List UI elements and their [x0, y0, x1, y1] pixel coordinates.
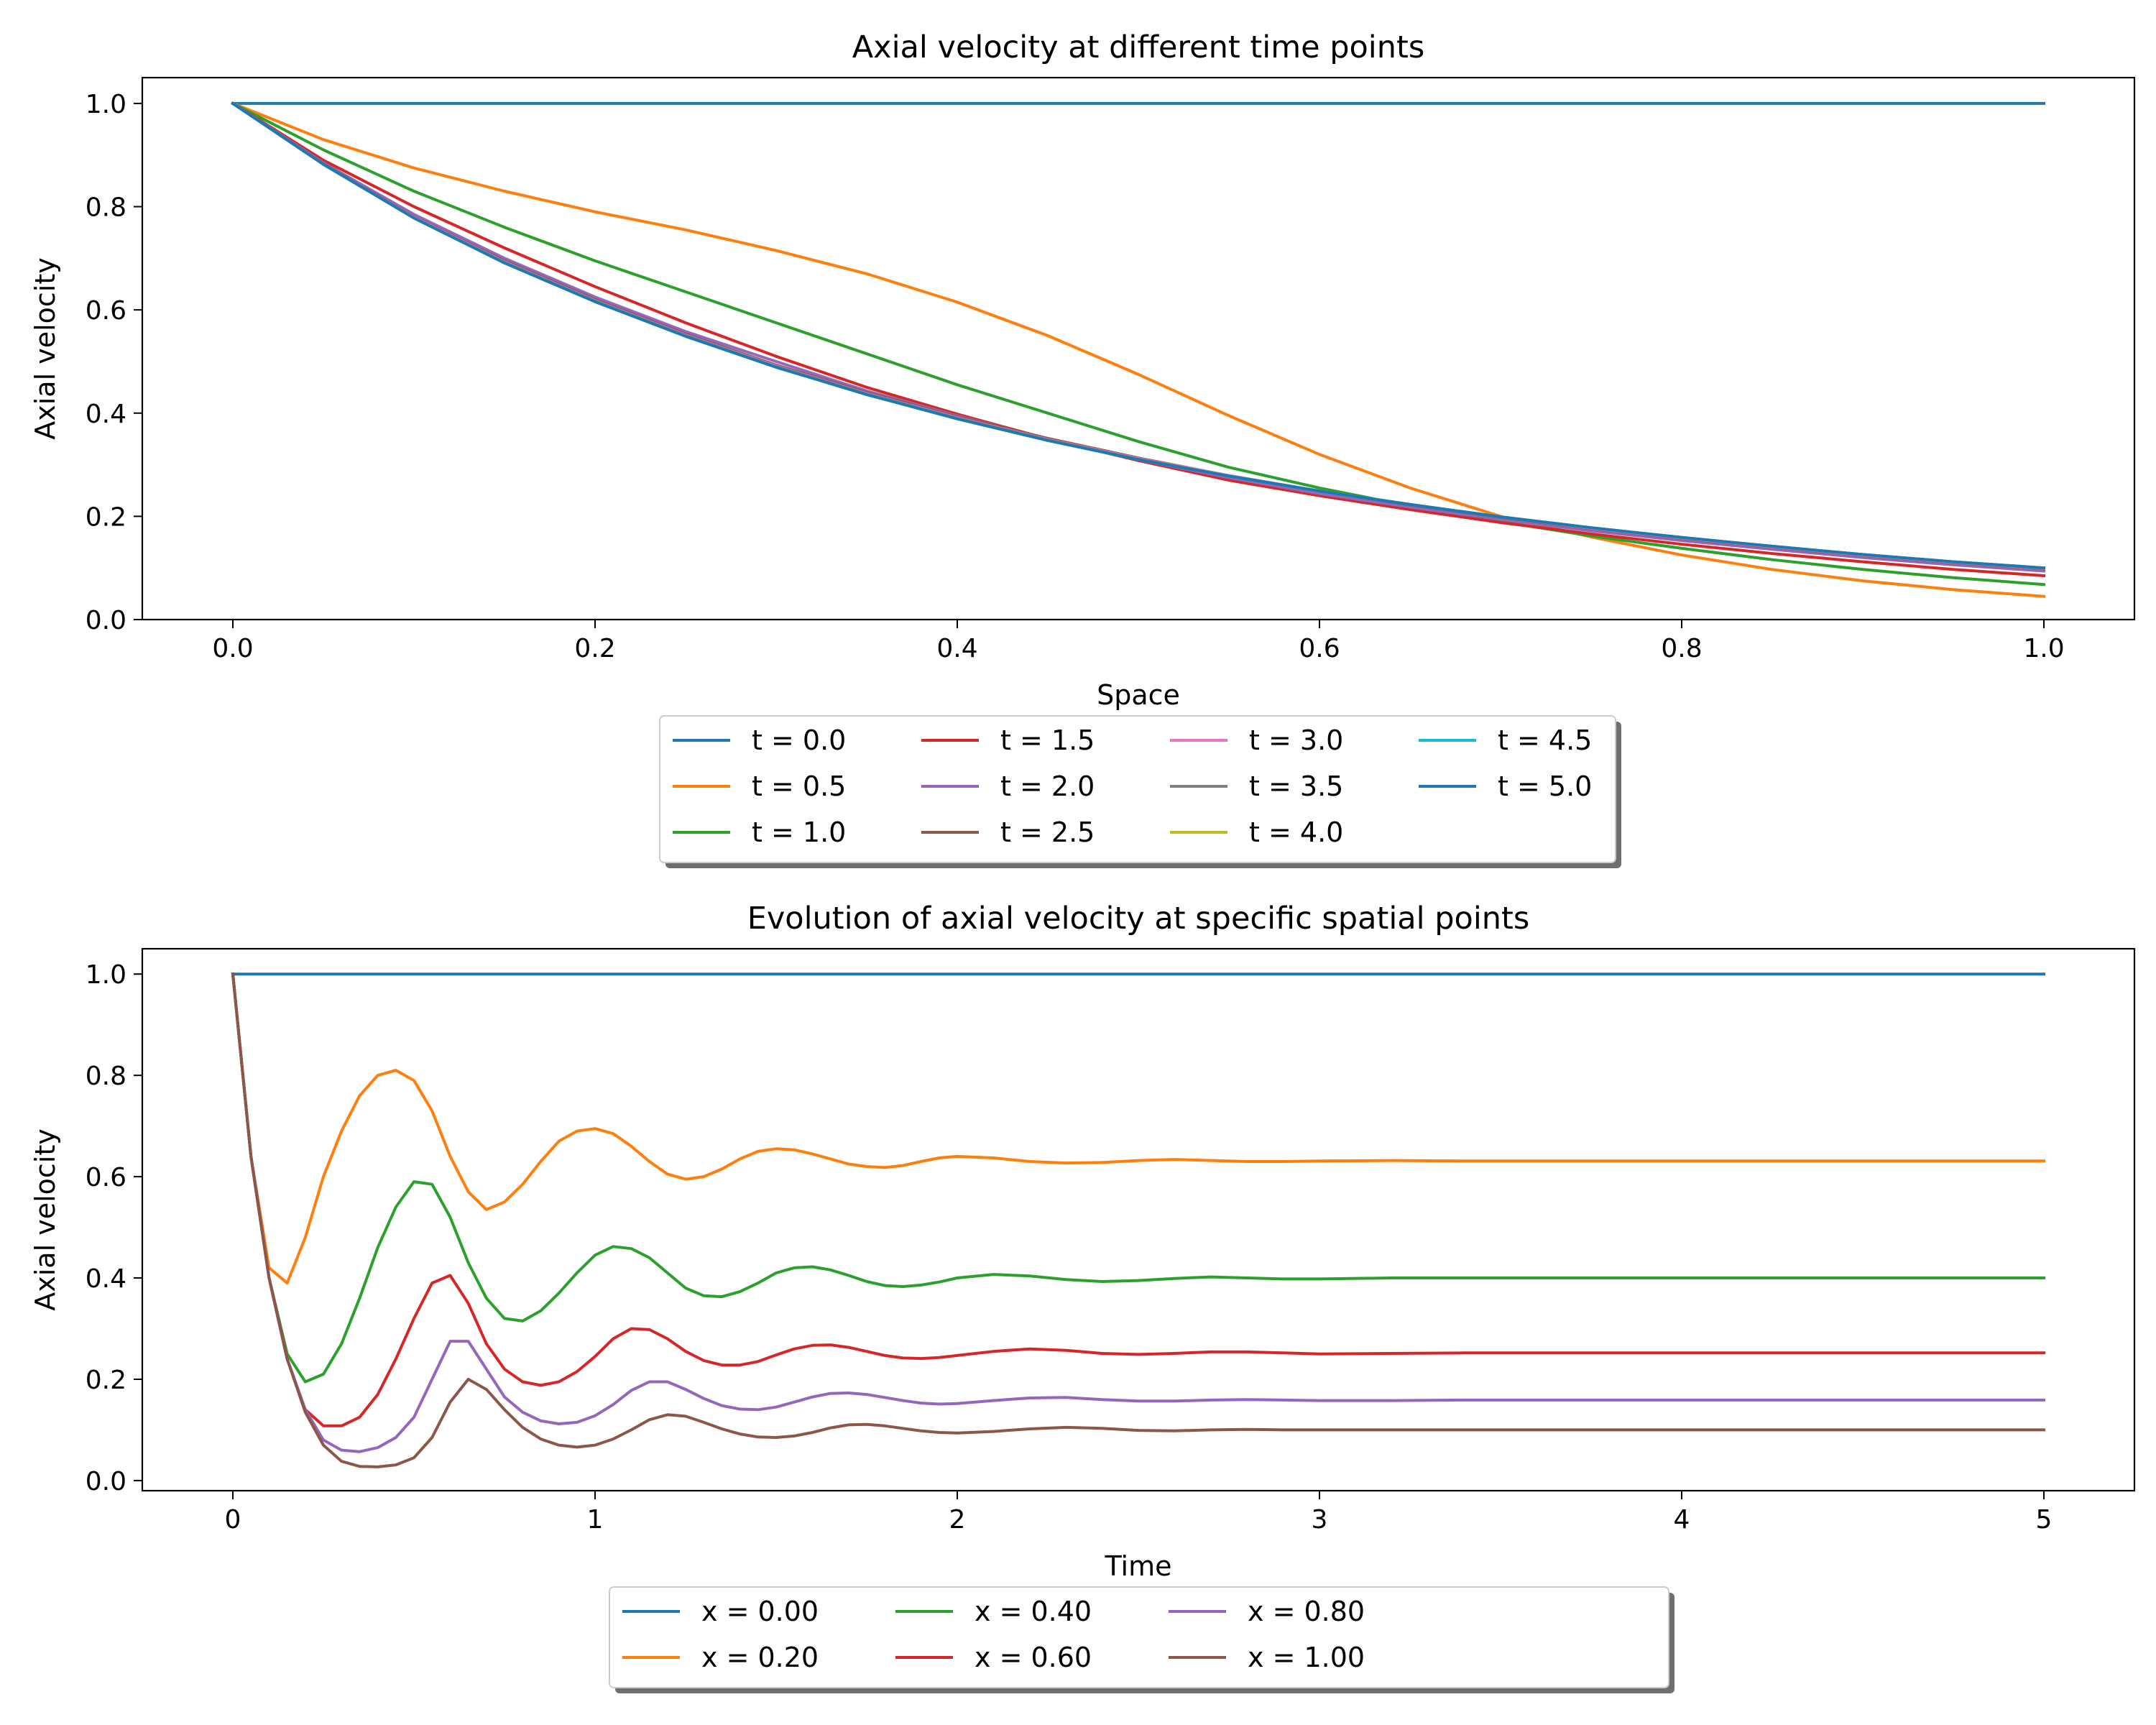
legend-label: x = 0.40	[975, 1596, 1092, 1627]
legend-item: t = 3.0	[1170, 724, 1343, 756]
legend-item: t = 0.5	[673, 770, 846, 802]
x-tick-label: 1.0	[2023, 634, 2064, 663]
legend-label: x = 0.00	[701, 1596, 819, 1627]
x-tick-label: 1	[587, 1505, 604, 1535]
series-lines	[231, 101, 2046, 598]
x-tick-label: 0.6	[1299, 634, 1340, 663]
y-tick-label: 0.6	[86, 296, 126, 326]
x-axis: 0.0 0.2 0.4 0.6 0.8 1.0	[212, 620, 2065, 663]
legend-item: t = 1.0	[673, 816, 846, 848]
y-tick-label: 0.8	[86, 193, 126, 223]
series-lines	[231, 972, 2045, 1468]
y-tick-label: 0.6	[86, 1163, 126, 1192]
axes-frame	[141, 947, 2136, 1492]
y-tick-label: 0.4	[86, 1264, 126, 1294]
series-line-3	[231, 972, 2045, 1427]
series-line-8	[231, 101, 2046, 570]
legend-item: t = 1.5	[921, 724, 1095, 756]
legend: t = 0.0 t = 0.5 t = 1.0 t = 1.5 t = 2.0 t = 2…	[659, 715, 1621, 868]
series-line-2	[231, 101, 2046, 586]
legend-label: x = 0.60	[975, 1642, 1092, 1673]
y-tick-label: 1.0	[86, 90, 126, 119]
legend-label: t = 0.5	[752, 770, 846, 802]
y-axis: 0.0 0.2 0.4 0.6 0.8 1.0	[86, 90, 142, 635]
series-line-7	[231, 101, 2046, 570]
series-line-1	[231, 101, 2046, 598]
legend-item: x = 1.00	[1169, 1642, 1365, 1673]
x-tick-label: 0.0	[212, 634, 253, 663]
x-tick-label: 2	[949, 1505, 966, 1535]
plot-area: 0.0 0.2 0.4 0.6 0.8 1.0 0.0 0.2 0.4 0.6 0.8 1.0	[86, 76, 2136, 663]
legend-label: x = 1.00	[1248, 1642, 1365, 1673]
x-tick-label: 0.8	[1661, 634, 1702, 663]
legend-box	[659, 715, 1616, 863]
legend-label: t = 1.5	[1000, 724, 1095, 756]
legend-label: t = 1.0	[752, 816, 846, 848]
legend-label: t = 2.0	[1000, 770, 1095, 802]
legend-label: t = 0.0	[752, 724, 846, 756]
legend-item: x = 0.20	[622, 1642, 819, 1673]
y-tick-label: 0.8	[86, 1062, 126, 1091]
y-axis-label: Axial velocity	[29, 257, 61, 439]
legend-item: t = 4.5	[1419, 724, 1592, 756]
series-line-3	[231, 101, 2046, 578]
chart-title: Evolution of axial velocity at specific …	[747, 901, 1530, 937]
legend-label: x = 0.20	[701, 1642, 819, 1673]
x-tick-label: 0	[225, 1505, 241, 1535]
x-tick-label: 4	[1674, 1505, 1690, 1535]
chart-time-evolution: Evolution of axial velocity at specific …	[29, 901, 2136, 1693]
y-tick-label: 0.0	[86, 606, 126, 635]
y-tick-label: 1.0	[86, 960, 126, 990]
x-tick-label: 0.2	[574, 634, 615, 663]
legend-item: t = 2.0	[921, 770, 1095, 802]
x-axis-label: Time	[1105, 1550, 1172, 1582]
y-axis-label: Axial velocity	[29, 1128, 61, 1310]
series-line-4	[231, 101, 2046, 573]
y-tick-label: 0.4	[86, 400, 126, 429]
legend-item: x = 0.60	[895, 1642, 1092, 1673]
legend-item: t = 2.5	[921, 816, 1095, 848]
series-line-1	[231, 972, 2045, 1285]
series-line-2	[231, 972, 2045, 1384]
legend-item: t = 5.0	[1419, 770, 1592, 802]
legend-label: t = 5.0	[1498, 770, 1592, 802]
legend-item: x = 0.80	[1169, 1596, 1365, 1627]
y-tick-label: 0.2	[86, 502, 126, 532]
x-tick-label: 3	[1312, 1505, 1328, 1535]
legend-item: x = 0.40	[895, 1596, 1092, 1627]
legend: x = 0.00 x = 0.20 x = 0.40 x = 0.60 x = 0.80…	[609, 1586, 1674, 1693]
chart-title: Axial velocity at different time points	[852, 29, 1425, 65]
legend-label: x = 0.80	[1248, 1596, 1365, 1627]
legend-item: t = 0.0	[673, 724, 846, 756]
legend-item: t = 4.0	[1170, 816, 1343, 848]
series-line-5	[231, 972, 2045, 1468]
x-axis: 0 1 2 3 4 5	[225, 1491, 2053, 1535]
legend-label: t = 3.0	[1249, 724, 1343, 756]
axes-frame	[141, 76, 2136, 621]
series-line-4	[231, 972, 2045, 1453]
y-tick-label: 0.2	[86, 1366, 126, 1395]
y-tick-label: 0.0	[86, 1467, 126, 1496]
y-axis: 0.0 0.2 0.4 0.6 0.8 1.0	[86, 960, 142, 1496]
x-tick-label: 0.4	[936, 634, 977, 663]
x-axis-label: Space	[1097, 679, 1180, 711]
legend-label: t = 2.5	[1000, 816, 1095, 848]
series-line-10	[231, 101, 2046, 570]
legend-box	[609, 1586, 1669, 1688]
legend-item: x = 0.00	[622, 1596, 819, 1627]
series-line-9	[231, 101, 2046, 570]
legend-label: t = 4.0	[1249, 816, 1343, 848]
legend-item: t = 3.5	[1170, 770, 1343, 802]
series-line-5	[231, 101, 2046, 571]
chart-space-profiles: Axial velocity at different time points …	[29, 29, 2136, 868]
x-tick-label: 5	[2036, 1505, 2053, 1535]
legend-label: t = 3.5	[1249, 770, 1343, 802]
series-line-6	[231, 101, 2046, 571]
plot-area: 0 1 2 3 4 5 0.0 0.2 0.4 0.6 0.8 1.0	[86, 947, 2136, 1535]
legend-label: t = 4.5	[1498, 724, 1592, 756]
